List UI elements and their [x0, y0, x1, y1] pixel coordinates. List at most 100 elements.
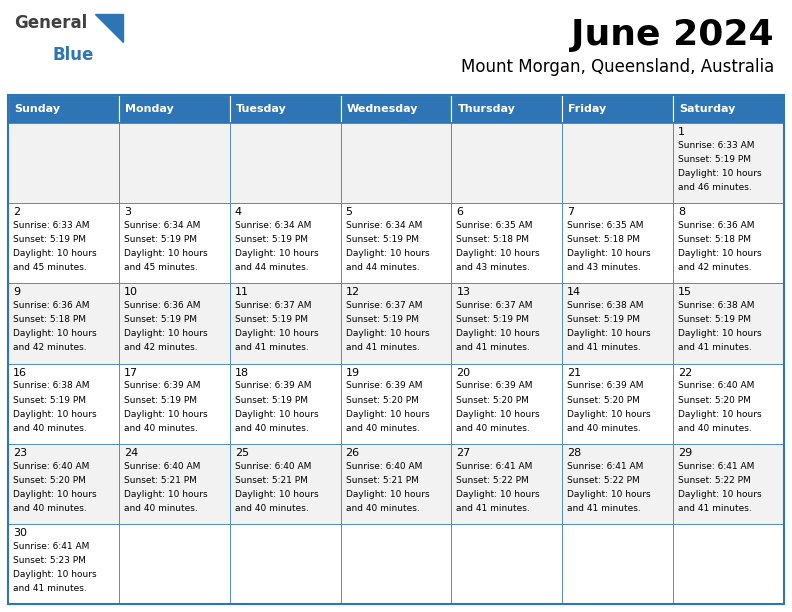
- Text: Sunset: 5:20 PM: Sunset: 5:20 PM: [345, 395, 418, 405]
- Bar: [8, 95, 784, 123]
- Text: Daylight: 10 hours: Daylight: 10 hours: [234, 249, 318, 258]
- Text: 23: 23: [13, 447, 27, 458]
- Bar: [119, 203, 230, 283]
- Bar: [8, 364, 119, 444]
- Text: 11: 11: [234, 287, 249, 297]
- Text: 17: 17: [124, 367, 138, 378]
- Bar: [119, 95, 230, 123]
- Text: Sunset: 5:21 PM: Sunset: 5:21 PM: [345, 476, 418, 485]
- Bar: [673, 95, 784, 123]
- Text: Sunrise: 6:34 AM: Sunrise: 6:34 AM: [345, 221, 422, 230]
- Text: and 42 minutes.: and 42 minutes.: [678, 263, 752, 272]
- Text: and 43 minutes.: and 43 minutes.: [456, 263, 530, 272]
- Polygon shape: [95, 14, 123, 42]
- Text: Sunset: 5:19 PM: Sunset: 5:19 PM: [567, 315, 640, 324]
- Bar: [8, 95, 784, 604]
- Text: Sunrise: 6:35 AM: Sunrise: 6:35 AM: [567, 221, 644, 230]
- Text: 18: 18: [234, 367, 249, 378]
- Bar: [451, 123, 562, 203]
- Text: Sunset: 5:19 PM: Sunset: 5:19 PM: [456, 315, 529, 324]
- Bar: [451, 444, 562, 524]
- Bar: [8, 444, 119, 524]
- Text: and 40 minutes.: and 40 minutes.: [13, 424, 87, 433]
- Bar: [119, 123, 230, 203]
- Bar: [230, 95, 341, 123]
- Text: Daylight: 10 hours: Daylight: 10 hours: [345, 490, 429, 499]
- Bar: [8, 123, 119, 203]
- Text: Sunset: 5:19 PM: Sunset: 5:19 PM: [678, 315, 751, 324]
- Bar: [119, 444, 230, 524]
- Text: and 41 minutes.: and 41 minutes.: [678, 504, 752, 513]
- Text: Daylight: 10 hours: Daylight: 10 hours: [13, 329, 97, 338]
- Text: and 45 minutes.: and 45 minutes.: [13, 263, 87, 272]
- Text: Daylight: 10 hours: Daylight: 10 hours: [678, 409, 762, 419]
- Bar: [562, 123, 673, 203]
- Text: Daylight: 10 hours: Daylight: 10 hours: [234, 409, 318, 419]
- Bar: [230, 203, 341, 283]
- Bar: [8, 283, 119, 364]
- Bar: [8, 95, 119, 123]
- Text: Sunset: 5:19 PM: Sunset: 5:19 PM: [345, 235, 418, 244]
- Text: Sunrise: 6:41 AM: Sunrise: 6:41 AM: [678, 461, 755, 471]
- Bar: [341, 283, 451, 364]
- Text: and 40 minutes.: and 40 minutes.: [234, 504, 308, 513]
- Bar: [230, 283, 341, 364]
- Text: 28: 28: [567, 447, 581, 458]
- Text: Sunrise: 6:41 AM: Sunrise: 6:41 AM: [13, 542, 89, 551]
- Text: 5: 5: [345, 207, 352, 217]
- Text: Daylight: 10 hours: Daylight: 10 hours: [456, 329, 540, 338]
- Text: General: General: [14, 14, 87, 32]
- Text: and 41 minutes.: and 41 minutes.: [234, 343, 308, 353]
- Text: and 40 minutes.: and 40 minutes.: [124, 424, 198, 433]
- Text: Daylight: 10 hours: Daylight: 10 hours: [345, 249, 429, 258]
- Bar: [341, 524, 451, 604]
- Text: Daylight: 10 hours: Daylight: 10 hours: [124, 329, 208, 338]
- Bar: [341, 203, 451, 283]
- Text: Daylight: 10 hours: Daylight: 10 hours: [13, 570, 97, 579]
- Text: and 42 minutes.: and 42 minutes.: [124, 343, 197, 353]
- Text: Sunset: 5:18 PM: Sunset: 5:18 PM: [13, 315, 86, 324]
- Text: and 44 minutes.: and 44 minutes.: [234, 263, 308, 272]
- Text: and 46 minutes.: and 46 minutes.: [678, 183, 752, 192]
- Bar: [451, 364, 562, 444]
- Text: Sunset: 5:18 PM: Sunset: 5:18 PM: [567, 235, 640, 244]
- Text: Sunrise: 6:38 AM: Sunrise: 6:38 AM: [678, 301, 755, 310]
- Text: Sunrise: 6:41 AM: Sunrise: 6:41 AM: [567, 461, 644, 471]
- Text: Friday: Friday: [569, 104, 607, 114]
- Text: Daylight: 10 hours: Daylight: 10 hours: [345, 329, 429, 338]
- Text: Daylight: 10 hours: Daylight: 10 hours: [567, 409, 651, 419]
- Text: 14: 14: [567, 287, 581, 297]
- Text: and 41 minutes.: and 41 minutes.: [456, 343, 530, 353]
- Bar: [673, 444, 784, 524]
- Bar: [451, 95, 562, 123]
- Text: 3: 3: [124, 207, 131, 217]
- Text: Daylight: 10 hours: Daylight: 10 hours: [678, 490, 762, 499]
- Text: Sunset: 5:19 PM: Sunset: 5:19 PM: [345, 315, 418, 324]
- Text: Daylight: 10 hours: Daylight: 10 hours: [567, 490, 651, 499]
- Text: 15: 15: [678, 287, 692, 297]
- Text: and 41 minutes.: and 41 minutes.: [567, 504, 641, 513]
- Text: and 41 minutes.: and 41 minutes.: [456, 504, 530, 513]
- Text: and 40 minutes.: and 40 minutes.: [567, 424, 641, 433]
- Text: Daylight: 10 hours: Daylight: 10 hours: [456, 249, 540, 258]
- Text: 20: 20: [456, 367, 470, 378]
- Text: Sunrise: 6:39 AM: Sunrise: 6:39 AM: [234, 381, 311, 390]
- Text: Sunset: 5:19 PM: Sunset: 5:19 PM: [13, 395, 86, 405]
- Text: Thursday: Thursday: [458, 104, 516, 114]
- Text: Sunrise: 6:33 AM: Sunrise: 6:33 AM: [13, 221, 89, 230]
- Text: 25: 25: [234, 447, 249, 458]
- Text: 19: 19: [345, 367, 360, 378]
- Bar: [451, 203, 562, 283]
- Bar: [8, 524, 119, 604]
- Text: 27: 27: [456, 447, 470, 458]
- Text: Daylight: 10 hours: Daylight: 10 hours: [456, 490, 540, 499]
- Text: Sunrise: 6:38 AM: Sunrise: 6:38 AM: [13, 381, 89, 390]
- Text: Sunset: 5:20 PM: Sunset: 5:20 PM: [456, 395, 529, 405]
- Text: Sunrise: 6:36 AM: Sunrise: 6:36 AM: [678, 221, 755, 230]
- Text: Sunrise: 6:39 AM: Sunrise: 6:39 AM: [345, 381, 422, 390]
- Text: 22: 22: [678, 367, 692, 378]
- Text: Sunset: 5:20 PM: Sunset: 5:20 PM: [678, 395, 751, 405]
- Text: Mount Morgan, Queensland, Australia: Mount Morgan, Queensland, Australia: [461, 58, 774, 76]
- Text: and 41 minutes.: and 41 minutes.: [13, 584, 87, 593]
- Bar: [341, 95, 451, 123]
